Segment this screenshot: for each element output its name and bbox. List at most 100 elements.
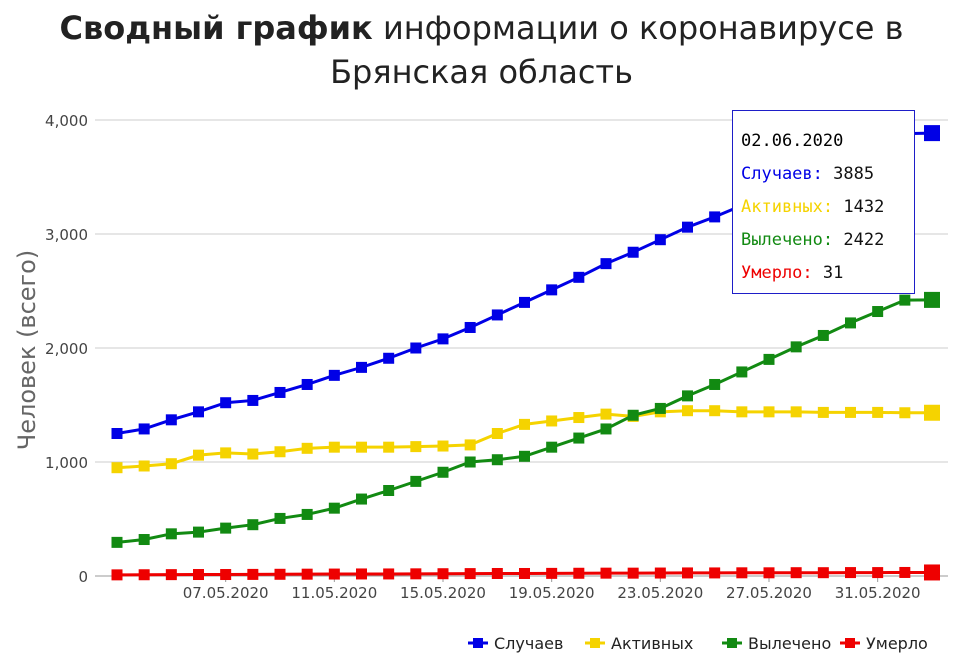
data-point [274,446,286,458]
data-point [410,568,422,580]
tooltip-value: 2422 [843,230,885,250]
data-point [872,406,884,418]
x-tick-label: 19.05.2020 [509,584,595,602]
data-point [437,466,449,478]
tooltip-label: Умерло: [741,263,813,283]
data-point [193,526,204,538]
data-point [165,528,177,540]
data-point [437,333,449,345]
data-point [899,566,911,578]
data-point [464,439,476,451]
tooltip-value: 3885 [833,164,875,184]
data-point [437,568,449,580]
data-point [274,386,286,398]
y-tick-label: 4,000 [45,112,88,130]
data-point [845,567,856,579]
data-point [111,462,123,474]
y-tick-label: 0 [78,568,88,586]
y-tick-label: 3,000 [45,226,88,244]
data-point [817,329,829,341]
data-point [356,361,367,373]
data-point [301,378,313,390]
legend-label: Умерло [866,634,928,653]
legend-marker [845,638,855,648]
y-tick-label: 1,000 [45,454,88,472]
data-point [410,441,422,453]
data-point [274,568,286,580]
data-point [682,390,693,402]
data-point [165,414,177,426]
tooltip-row-recovered: Вылечено: 2422 [741,224,914,257]
tooltip-row-deaths: Умерло: 31 [741,257,914,290]
data-point [763,406,775,418]
data-point [301,568,313,580]
data-point [220,522,232,534]
data-point [383,441,395,453]
legend: Случаев Активных Вылечено Умерло [468,634,928,653]
chart-title: Сводный график информации о коронавирусе… [0,0,963,94]
data-point [924,291,940,308]
tooltip-value: 31 [822,263,844,283]
data-point [220,397,232,409]
data-point [491,428,503,439]
tooltip-label: Случаев: [741,164,823,184]
data-point [845,406,856,418]
data-point [519,567,530,579]
data-point [220,447,232,459]
legend-label: Активных [611,634,693,653]
legend-marker [473,638,483,648]
x-tick-label: 07.05.2020 [183,584,269,602]
data-point [790,406,802,418]
data-point [763,353,775,365]
data-point [464,321,476,333]
chart-title-bold: Сводный график [59,9,373,47]
tooltip-date: 02.06.2020 [741,131,844,151]
data-point [682,567,693,579]
data-point [111,428,123,439]
data-point [600,423,612,435]
data-point [627,567,639,579]
data-point [790,341,802,353]
data-point [519,450,530,462]
x-tick-label: 31.05.2020 [835,584,921,602]
data-point [301,442,313,454]
tooltip: 02.06.2020 Случаев: 3885 Активных: 1432 … [732,110,915,294]
data-point [600,408,612,420]
y-axis-label: Человек (всего) [13,250,41,450]
legend-label: Вылечено [748,634,831,653]
x-tick-labels: 07.05.2020 11.05.2020 15.05.2020 19.05.2020… [183,576,921,602]
data-point [491,454,503,466]
data-point [383,485,395,496]
data-point [573,271,585,283]
data-point [247,448,259,460]
data-point [328,441,340,453]
tooltip-row-active: Активных: 1432 [741,191,914,224]
series-3 [111,564,940,581]
x-tick-label: 27.05.2020 [726,584,812,602]
data-point [383,568,395,580]
data-point [627,246,639,258]
data-point [546,284,558,296]
data-point [491,567,503,579]
legend-marker [727,638,737,648]
data-point [899,294,911,306]
data-point [410,475,422,487]
data-point [600,258,612,270]
data-point [138,460,150,472]
tooltip-label: Активных: [741,197,834,217]
data-point [763,567,775,579]
data-point [709,567,721,579]
data-point [709,405,721,417]
data-point [328,568,340,580]
data-point [924,125,940,142]
data-point [546,415,558,427]
data-point [301,508,313,520]
x-tick-label: 11.05.2020 [291,584,377,602]
data-point [383,352,395,364]
data-point [627,409,639,421]
y-tick-label: 2,000 [45,340,88,358]
chart-title-line2: Брянская область [330,53,633,91]
data-point [165,569,177,581]
data-point [817,567,829,579]
